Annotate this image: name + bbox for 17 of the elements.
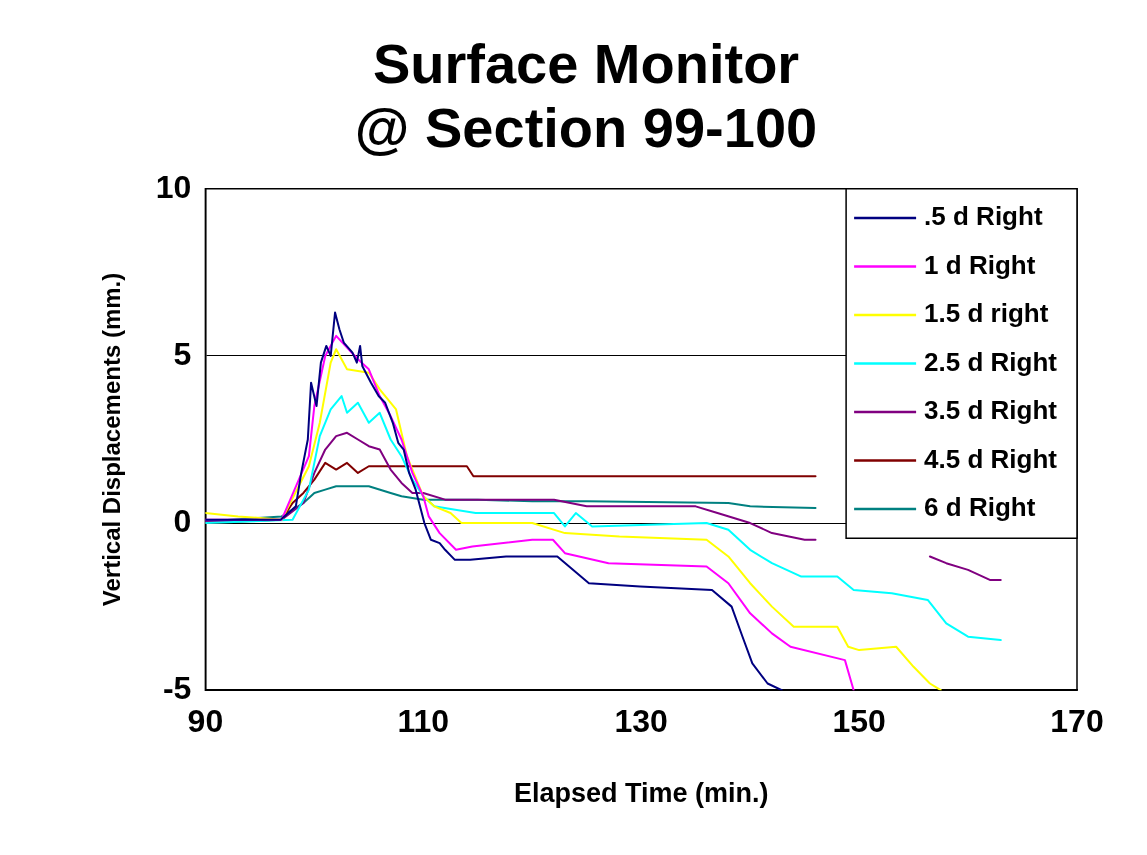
y-tick-label: 5 <box>173 335 192 372</box>
legend-label: 1.5 d right <box>924 298 1049 329</box>
x-tick-label: 170 <box>1050 703 1104 740</box>
legend-label: 1 d Right <box>924 249 1036 280</box>
x-tick-label: 110 <box>397 703 450 740</box>
legend-label: .5 d Right <box>924 201 1043 232</box>
x-tick-label: 150 <box>832 703 886 740</box>
legend-label: 3.5 d Right <box>924 395 1058 426</box>
x-axis-title: Elapsed Time (min.) <box>513 778 769 809</box>
legend-label: 2.5 d Right <box>924 346 1058 377</box>
y-tick-label: 10 <box>155 168 192 205</box>
y-axis-title: Vertical Displacements (mm.) <box>98 272 126 607</box>
chart-title: Surface Monitor @ Section 99-100 <box>354 31 818 160</box>
x-tick-label: 130 <box>614 703 668 740</box>
y-tick-label: 0 <box>173 502 192 539</box>
legend-label: 6 d Right <box>924 492 1036 523</box>
legend-label: 4.5 d Right <box>924 443 1058 474</box>
